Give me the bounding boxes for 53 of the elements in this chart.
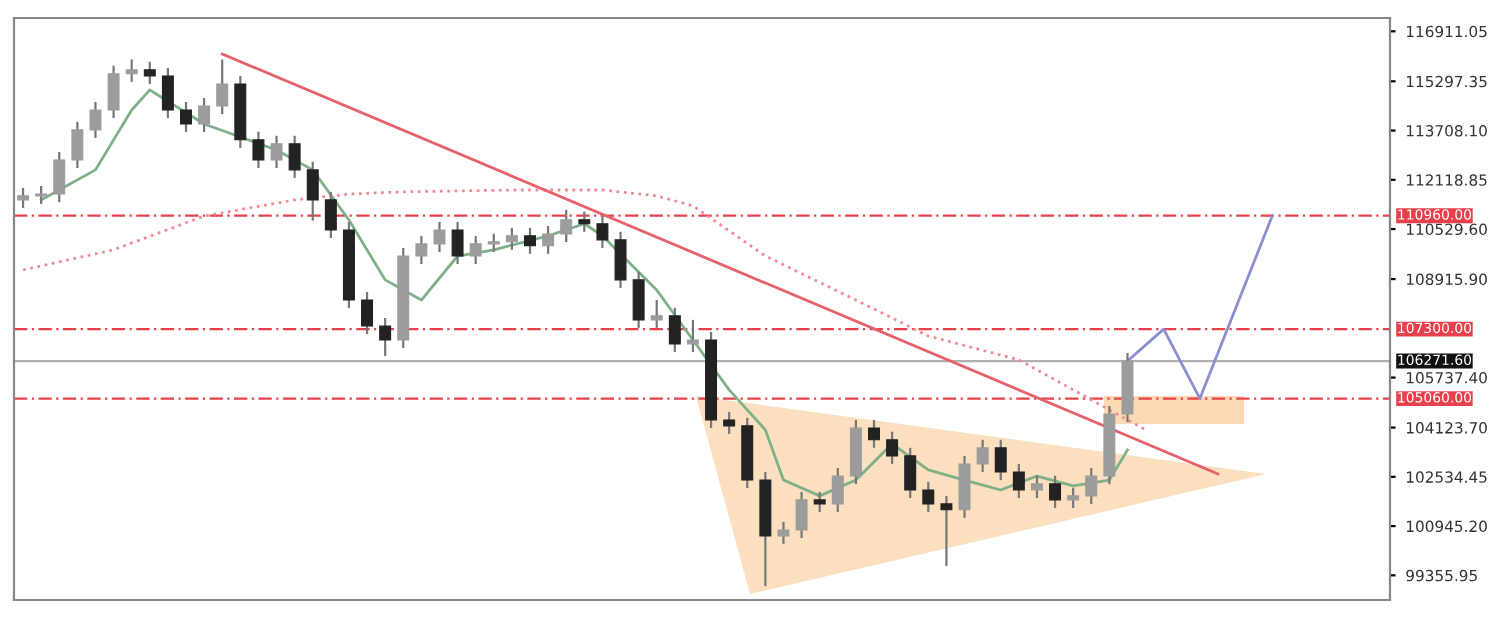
candlestick xyxy=(542,224,555,255)
candlestick xyxy=(940,494,953,568)
candlestick xyxy=(632,270,645,330)
candlestick xyxy=(831,466,844,514)
candlestick xyxy=(813,490,826,514)
candlestick xyxy=(958,454,971,519)
candlestick xyxy=(976,438,989,474)
candlestick xyxy=(994,438,1007,482)
candlestick xyxy=(361,290,374,336)
candlestick xyxy=(524,226,536,255)
candlestick xyxy=(324,190,337,240)
candlestick xyxy=(451,220,464,266)
candlestick xyxy=(198,96,211,134)
candlestick xyxy=(723,410,736,435)
candlestick xyxy=(578,210,591,233)
candlestick xyxy=(469,234,482,266)
candlestick xyxy=(650,298,663,330)
candlestick xyxy=(71,120,84,170)
candlestick xyxy=(270,134,283,170)
candlestick xyxy=(487,232,500,254)
candlestick xyxy=(306,160,319,222)
candlestick xyxy=(1067,486,1080,510)
candlestick xyxy=(161,66,174,120)
candlestick xyxy=(560,208,573,244)
candlestick xyxy=(252,130,265,170)
candlestick xyxy=(107,64,120,120)
candlestick xyxy=(614,230,627,290)
candlestick xyxy=(415,234,428,266)
candlestick xyxy=(1049,474,1062,510)
candlestick xyxy=(904,446,917,500)
candlestick xyxy=(433,220,446,254)
candlestick xyxy=(143,60,156,86)
candlestick xyxy=(795,490,808,540)
candlestick xyxy=(868,418,880,449)
candlestick xyxy=(886,430,899,466)
candlestick xyxy=(379,316,392,358)
candlestick xyxy=(596,214,609,250)
candlestick xyxy=(777,520,790,546)
candlestick xyxy=(288,134,301,180)
candlestick xyxy=(505,226,518,251)
candlestick xyxy=(89,100,102,140)
candlestick xyxy=(668,306,681,354)
candlestick xyxy=(1030,474,1043,500)
candlestick xyxy=(686,318,699,354)
candlestick xyxy=(1085,466,1098,506)
candlestick xyxy=(180,100,192,134)
candlestick xyxy=(1012,462,1025,500)
line-series xyxy=(21,188,1147,432)
candlestick xyxy=(216,58,229,116)
candlestick xyxy=(922,480,935,514)
candlestick xyxy=(125,58,138,83)
candlestick xyxy=(17,186,30,210)
candlestick xyxy=(53,150,66,204)
